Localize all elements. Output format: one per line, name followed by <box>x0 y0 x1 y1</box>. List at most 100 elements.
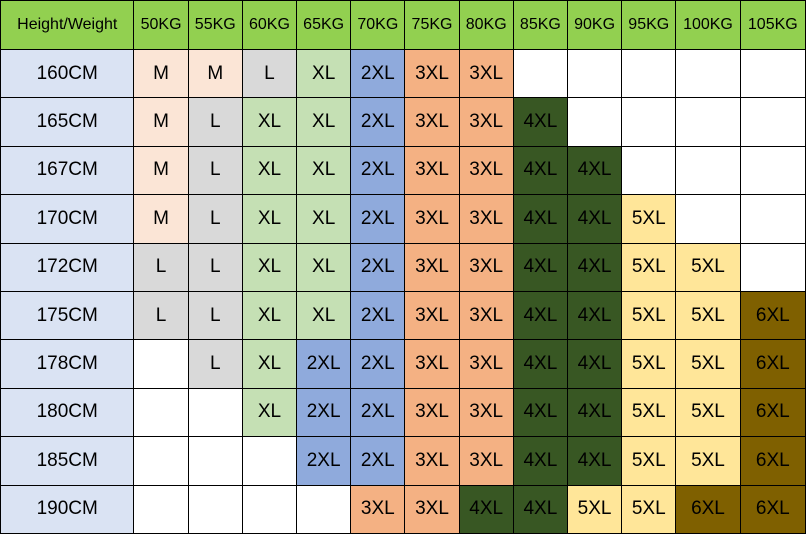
size-cell <box>739 145 807 196</box>
size-cell: XL <box>296 97 352 147</box>
size-cell: 4XL <box>512 339 568 389</box>
header-row: Height/Weight 50KG 55KG 60KG 65KG 70KG 75KG 80… <box>0 0 807 50</box>
size-cell: 6XL <box>739 436 807 486</box>
size-cell: 2XL <box>296 436 352 486</box>
size-cell: 3XL <box>350 484 406 535</box>
size-cell: 5XL <box>621 484 677 535</box>
weight-header: 70KG <box>350 0 406 50</box>
size-cell: 4XL <box>566 290 623 341</box>
size-cell: 3XL <box>458 194 514 244</box>
size-cell: 3XL <box>458 387 514 438</box>
height-label: 185CM <box>0 436 135 486</box>
size-cell: 4XL <box>512 194 568 244</box>
size-cell <box>187 484 243 535</box>
height-label: 178CM <box>0 339 135 389</box>
size-cell: 4XL <box>458 484 514 535</box>
size-cell <box>187 387 243 438</box>
size-cell: 5XL <box>566 484 623 535</box>
size-cell <box>133 387 189 438</box>
size-cell: 3XL <box>404 484 460 535</box>
size-cell: 3XL <box>458 436 514 486</box>
size-cell: 2XL <box>350 97 406 147</box>
size-cell: 3XL <box>404 145 460 196</box>
size-cell: XL <box>241 339 298 389</box>
size-cell: 5XL <box>675 387 741 438</box>
size-cell: XL <box>241 97 298 147</box>
height-label: 172CM <box>0 242 135 292</box>
weight-header: 80KG <box>458 0 514 50</box>
table-row: 160CM M M L XL 2XL 3XL 3XL <box>0 48 807 99</box>
size-cell <box>296 484 352 535</box>
size-cell: 6XL <box>739 339 807 389</box>
size-cell: 4XL <box>566 436 623 486</box>
size-cell: 5XL <box>621 436 677 486</box>
height-label: 170CM <box>0 194 135 244</box>
height-label: 165CM <box>0 97 135 147</box>
weight-header: 90KG <box>566 0 623 50</box>
size-cell <box>566 97 623 147</box>
size-cell <box>133 484 189 535</box>
size-cell: 3XL <box>458 339 514 389</box>
table-row: 165CM M L XL XL 2XL 3XL 3XL 4XL <box>0 97 807 147</box>
size-cell: 6XL <box>675 484 741 535</box>
size-cell: 6XL <box>739 387 807 438</box>
size-cell <box>675 145 741 196</box>
weight-header: 100KG <box>675 0 741 50</box>
table-row: 180CM XL 2XL 2XL 3XL 3XL 4XL 4XL 5XL 5XL 6XL <box>0 387 807 438</box>
size-cell <box>621 48 677 99</box>
size-cell <box>187 436 243 486</box>
size-cell: 3XL <box>404 436 460 486</box>
size-cell: 3XL <box>404 242 460 292</box>
size-cell: 5XL <box>621 339 677 389</box>
size-cell: 4XL <box>566 242 623 292</box>
size-cell: 2XL <box>296 339 352 389</box>
size-cell: 5XL <box>675 436 741 486</box>
size-cell: L <box>241 48 298 99</box>
size-cell: 4XL <box>512 436 568 486</box>
size-cell <box>739 194 807 244</box>
size-cell <box>621 145 677 196</box>
table-row: 167CM M L XL XL 2XL 3XL 3XL 4XL 4XL <box>0 145 807 196</box>
size-cell: 5XL <box>621 242 677 292</box>
size-cell: 4XL <box>512 242 568 292</box>
size-cell: 2XL <box>296 387 352 438</box>
size-cell: 4XL <box>566 339 623 389</box>
height-label: 160CM <box>0 48 135 99</box>
table-row: 178CM L XL 2XL 2XL 3XL 3XL 4XL 4XL 5XL 5XL 6XL <box>0 339 807 389</box>
size-cell: 3XL <box>458 290 514 341</box>
size-cell: 2XL <box>350 290 406 341</box>
size-cell: 2XL <box>350 339 406 389</box>
size-cell: 5XL <box>675 339 741 389</box>
size-cell: 5XL <box>675 290 741 341</box>
size-cell: 4XL <box>566 145 623 196</box>
size-cell: M <box>133 194 189 244</box>
size-cell <box>241 436 298 486</box>
weight-header: 65KG <box>296 0 352 50</box>
size-cell <box>241 484 298 535</box>
size-cell: 3XL <box>404 290 460 341</box>
size-cell: XL <box>296 290 352 341</box>
size-cell: M <box>133 145 189 196</box>
weight-header: 85KG <box>512 0 568 50</box>
size-cell: 5XL <box>621 194 677 244</box>
weight-header: 50KG <box>133 0 189 50</box>
size-cell: XL <box>241 290 298 341</box>
size-cell: 2XL <box>350 48 406 99</box>
size-cell: 2XL <box>350 194 406 244</box>
size-cell <box>133 436 189 486</box>
size-cell: L <box>187 242 243 292</box>
table-row: 185CM 2XL 2XL 3XL 3XL 4XL 4XL 5XL 5XL 6XL <box>0 436 807 486</box>
size-cell: 3XL <box>404 387 460 438</box>
size-cell: 2XL <box>350 145 406 196</box>
size-cell: XL <box>296 194 352 244</box>
size-cell <box>739 48 807 99</box>
size-cell: 3XL <box>404 48 460 99</box>
size-cell: L <box>133 290 189 341</box>
corner-cell: Height/Weight <box>0 0 135 50</box>
size-cell: XL <box>241 242 298 292</box>
weight-header: 55KG <box>187 0 243 50</box>
size-cell: XL <box>241 194 298 244</box>
size-cell <box>566 48 623 99</box>
size-cell: 6XL <box>739 484 807 535</box>
